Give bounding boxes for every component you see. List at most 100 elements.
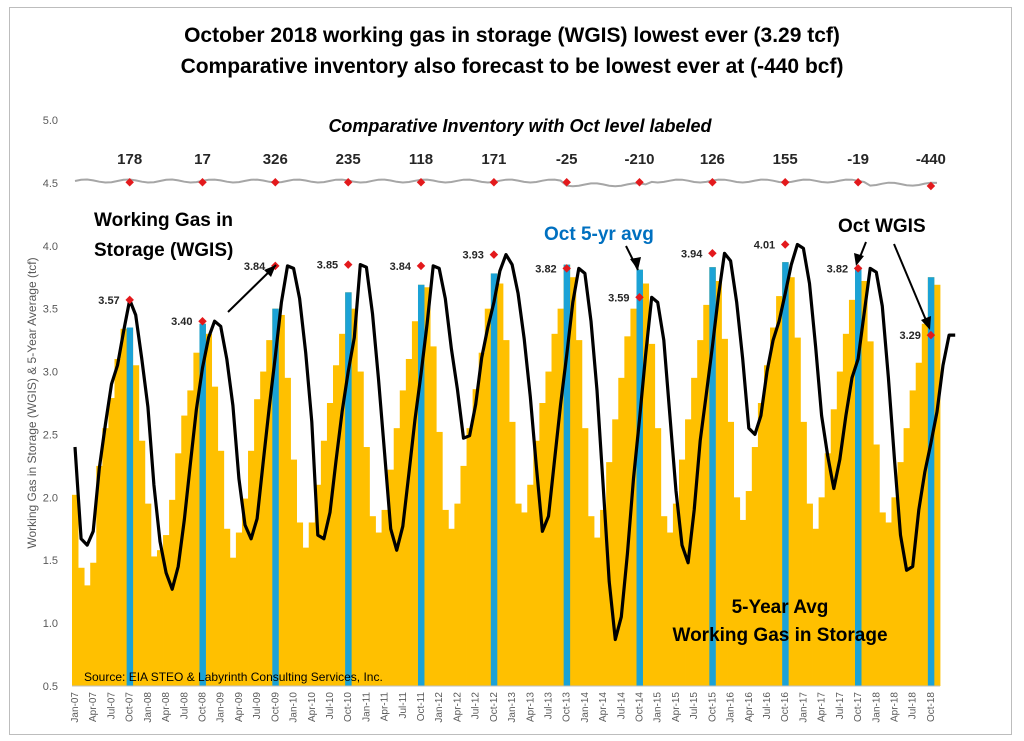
source-note: Source: EIA STEO & Labyrinth Consulting …	[84, 670, 383, 684]
oct-wgis-marker	[489, 250, 499, 259]
y-tick-label: 4.0	[43, 241, 58, 253]
avg-bar	[733, 497, 741, 686]
avg-bar	[163, 535, 170, 686]
avg-bar	[357, 371, 364, 686]
annotation-oct-5yr-avg: Oct 5-yr avg	[544, 224, 654, 245]
x-tick-label: Jul-16	[762, 692, 773, 720]
avg-bar	[776, 296, 783, 686]
comparative-inventory-marker	[198, 178, 207, 187]
x-tick-label: Jan-17	[798, 692, 809, 723]
avg-bar	[290, 459, 297, 686]
comparative-inventory-label: -19	[847, 151, 869, 168]
x-tick-label: Jan-07	[70, 692, 81, 723]
oct-wgis-label: 4.01	[754, 240, 775, 252]
avg-bar	[308, 522, 316, 686]
avg-bar	[812, 528, 819, 686]
avg-bar	[78, 567, 85, 686]
bars-layer	[72, 262, 941, 686]
avg-bar	[260, 371, 267, 686]
oct-wgis-marker	[853, 264, 863, 273]
avg-bar	[818, 497, 826, 686]
comparative-inventory-line	[74, 178, 938, 188]
y-tick-label: 3.0	[43, 367, 58, 379]
comparative-inventory-label: 171	[481, 151, 506, 168]
avg-bar	[509, 421, 516, 686]
oct-avg-bar	[126, 327, 134, 686]
avg-bar	[903, 428, 911, 686]
avg-bar	[296, 522, 304, 686]
avg-bar	[933, 284, 941, 686]
avg-bar	[229, 557, 237, 686]
oct-wgis-label: 3.40	[171, 316, 192, 328]
oct-wgis-label: 3.82	[827, 263, 848, 275]
x-tick-label: Oct-12	[489, 692, 500, 722]
annotation-wgis-line1: Working Gas in	[94, 210, 233, 231]
avg-bar	[472, 389, 480, 686]
comparative-inventory-label: 155	[773, 151, 798, 168]
oct-avg-bar	[927, 277, 935, 686]
x-tick-label: Oct-10	[343, 692, 354, 722]
avg-bar	[156, 550, 164, 686]
avg-bar	[885, 522, 892, 686]
avg-bar	[496, 283, 504, 686]
x-tick-label: Jul-07	[107, 692, 118, 720]
oct-wgis-label: 3.85	[317, 260, 338, 272]
avg-bar	[460, 465, 467, 686]
avg-bar	[575, 340, 583, 686]
y-tick-label: 2.0	[43, 492, 58, 504]
avg-bar	[770, 327, 777, 686]
label-layer: 3.57 3.40 3.84 3.85 3.84 3.93 3.82 3.59 3.94 4.01…	[84, 210, 931, 684]
x-tick-label: Apr-08	[161, 692, 172, 722]
chart-title: October 2018 working gas in storage (WGI…	[184, 24, 840, 47]
avg-bar	[569, 277, 577, 686]
comparative-inventory-label: 118	[409, 151, 433, 168]
avg-bar	[405, 358, 413, 686]
x-tick-label: Oct-08	[198, 692, 209, 722]
comparative-inventory-marker	[343, 178, 353, 187]
avg-bar	[757, 403, 765, 686]
avg-bar	[314, 484, 322, 686]
y-tick-label: 1.5	[43, 555, 58, 567]
avg-bar	[727, 421, 735, 686]
avg-bar	[217, 450, 225, 686]
comparative-inventory-layer: Comparative Inventory with Oct level lab…	[74, 116, 946, 191]
avg-bar	[703, 304, 710, 686]
oct-wgis-marker	[708, 249, 717, 258]
comparative-inventory-label: 235	[336, 151, 361, 168]
annotation-5yr-avg-line2: Working Gas in Storage	[672, 625, 887, 646]
comparative-inventory-marker	[416, 178, 426, 187]
x-tick-label: Oct-15	[707, 692, 718, 722]
y-axis-label: Working Gas in Storage (WGIS) & 5-Year A…	[25, 257, 39, 548]
x-tick-label: Oct-14	[635, 692, 646, 722]
avg-bar	[672, 503, 680, 686]
avg-bar	[533, 440, 540, 686]
oct-avg-bar	[345, 292, 352, 686]
avg-bar	[114, 358, 121, 686]
avg-bar	[557, 308, 565, 686]
avg-bar	[873, 444, 880, 686]
avg-bar	[715, 281, 722, 686]
x-tick-label: Jan-15	[653, 692, 664, 723]
x-tick-label: Jul-18	[908, 692, 919, 720]
avg-bar	[678, 459, 686, 686]
x-tick-label: Jan-13	[507, 692, 518, 723]
avg-bar	[515, 503, 522, 686]
avg-bar	[867, 341, 874, 686]
avg-bar	[223, 528, 231, 686]
oct-avg-bar	[636, 269, 643, 686]
oct-avg-bar	[272, 308, 279, 686]
annotation-oct-wgis-arrowhead1	[854, 253, 864, 266]
avg-bar	[794, 337, 801, 686]
avg-bar	[624, 336, 631, 686]
avg-bar	[539, 403, 546, 686]
avg-bar	[915, 362, 923, 686]
avg-bar	[691, 377, 698, 686]
avg-bar	[369, 516, 376, 686]
avg-bar	[751, 447, 759, 686]
annotation-wgis-line2: Storage (WGIS)	[94, 240, 233, 261]
comparative-inventory-label: 326	[263, 151, 288, 168]
x-tick-label: Apr-10	[307, 692, 318, 722]
x-tick-label: Jan-08	[143, 692, 154, 723]
oct-wgis-marker	[780, 240, 790, 249]
